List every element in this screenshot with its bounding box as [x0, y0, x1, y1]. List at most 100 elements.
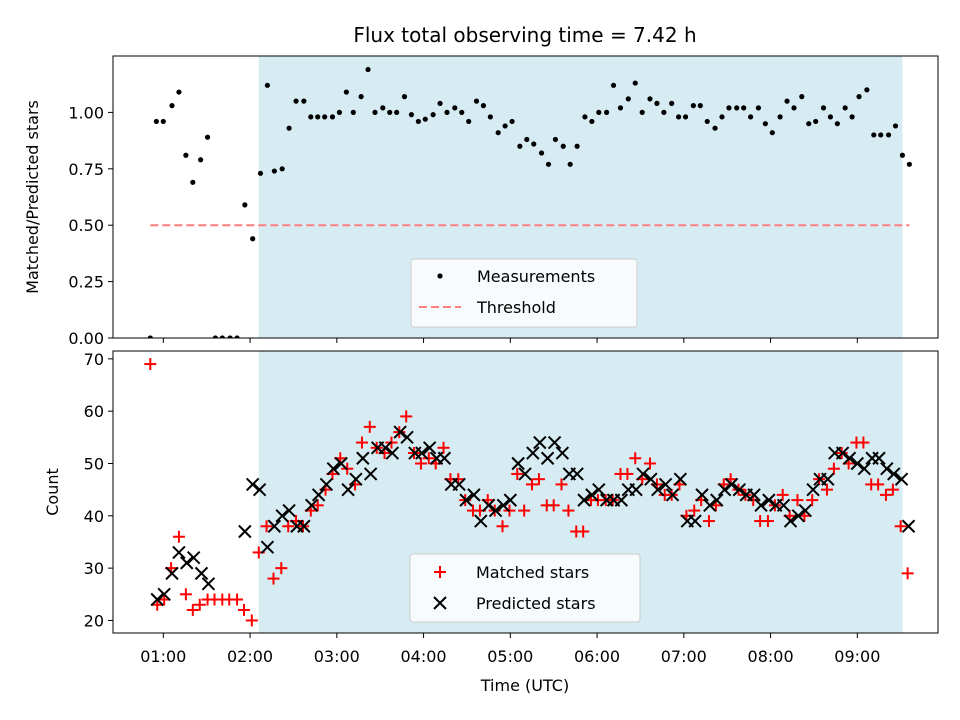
matched-star-point	[886, 483, 899, 496]
predicted-star-point	[857, 462, 871, 476]
predicted-star-point	[821, 472, 835, 486]
measurement-point	[682, 114, 689, 120]
predicted-star-point	[783, 514, 798, 528]
predicted-star-point	[326, 462, 341, 476]
measurement-point	[212, 335, 218, 338]
measurement-point	[430, 112, 436, 118]
measurement-point	[459, 109, 465, 115]
measurement-point	[160, 118, 166, 125]
measurement-point	[401, 94, 408, 100]
measurement-point	[596, 109, 602, 115]
top-x-axis-ticks	[162, 338, 858, 343]
measurement-point	[358, 94, 364, 100]
predicted-star-point	[349, 472, 363, 486]
y-tick-label: 30	[84, 559, 104, 578]
x-tick-label: 07:00	[661, 647, 707, 666]
predicted-star-point	[665, 488, 680, 502]
predicted-star-point	[422, 441, 437, 455]
measurement-point	[762, 121, 768, 127]
predicted-star-point	[481, 498, 496, 513]
y-tick-label: 0.25	[68, 273, 104, 292]
measurement-point	[169, 103, 175, 109]
matched-star-point	[901, 567, 914, 580]
matched-star-point	[702, 515, 715, 528]
predicted-star-point	[260, 540, 275, 554]
measurement-point	[639, 109, 645, 115]
measurement-point	[885, 132, 892, 138]
measurement-point	[350, 109, 356, 115]
bottom-plot-area	[144, 358, 916, 627]
predicted-star-point	[150, 592, 164, 607]
predicted-star-point	[496, 498, 511, 513]
matched-star-point	[400, 410, 413, 423]
predicted-star-point	[776, 498, 791, 513]
predicted-star-point	[547, 435, 562, 450]
matched-star-point	[245, 614, 258, 627]
predicted-star-point	[252, 482, 267, 497]
predicted-star-point	[282, 503, 296, 518]
measurement-point	[509, 118, 515, 125]
top-axes-frame	[112, 55, 939, 339]
measurement-point	[257, 170, 264, 176]
x-tick-label: 08:00	[748, 647, 794, 666]
y-tick-label: 60	[84, 402, 104, 421]
y-tick-label: 1.00	[68, 103, 104, 122]
matched-star-point	[857, 436, 870, 449]
measurement-point	[322, 114, 328, 120]
predicted-star-point	[614, 493, 629, 507]
matched-star-point	[532, 473, 545, 486]
measurement-point	[864, 87, 870, 93]
measurement-point	[315, 114, 321, 120]
measurement-point	[820, 105, 827, 111]
y-tick-label: 0.75	[68, 160, 104, 179]
legend-matched-label: Matched stars	[476, 563, 589, 582]
predicted-star-point	[651, 482, 665, 497]
measurement-point	[834, 121, 840, 127]
matched-star-point	[872, 478, 885, 491]
measurement-point	[567, 161, 573, 167]
measurement-point	[849, 114, 855, 120]
predicted-star-point	[238, 524, 252, 539]
predicted-star-point	[555, 446, 570, 460]
measurement-point	[250, 236, 256, 242]
measurement-point	[726, 105, 732, 111]
predicted-star-point	[540, 451, 555, 465]
measurement-point	[892, 123, 899, 129]
predicted-star-point	[850, 456, 865, 471]
legend-threshold-label: Threshold	[476, 298, 556, 317]
predicted-star-point	[703, 498, 717, 513]
predicted-star-point	[592, 482, 606, 497]
matched-star-point	[518, 504, 531, 517]
measurement-point	[734, 105, 740, 111]
measurement-point	[690, 103, 696, 109]
matched-star-point	[894, 520, 907, 533]
measurement-point	[871, 132, 877, 138]
matched-star-point	[776, 488, 789, 501]
matched-star-point	[275, 562, 288, 575]
measurement-point	[617, 105, 624, 111]
measurement-point	[856, 94, 862, 100]
measurement-point	[748, 114, 754, 120]
bottom-legend-box	[409, 553, 641, 623]
measurement-point	[444, 109, 450, 115]
matched-star-point	[511, 467, 524, 480]
predicted-star-point	[880, 462, 894, 476]
predicted-star-point	[275, 509, 289, 523]
measurement-point	[308, 114, 314, 120]
predicted-star-point	[791, 509, 806, 523]
predicted-star-point	[798, 503, 812, 518]
predicted-star-point	[629, 482, 643, 497]
measurement-point	[264, 82, 271, 88]
x-tick-label: 02:00	[227, 647, 273, 666]
matched-star-point	[761, 515, 774, 528]
predicted-star-point	[533, 435, 547, 450]
bottom-x-axis: 01:00 02:00 03:00 04:00 05:00 06:00 07:00 08:00…	[140, 633, 880, 666]
predicted-star-point	[385, 446, 400, 460]
matched-star-point	[555, 478, 568, 491]
predicted-star-point	[688, 514, 702, 528]
measurement-point	[799, 94, 805, 100]
predicted-star-point	[842, 451, 857, 465]
measurement-point	[589, 118, 595, 125]
measurement-point	[234, 335, 240, 338]
matched-star-point	[643, 457, 656, 470]
